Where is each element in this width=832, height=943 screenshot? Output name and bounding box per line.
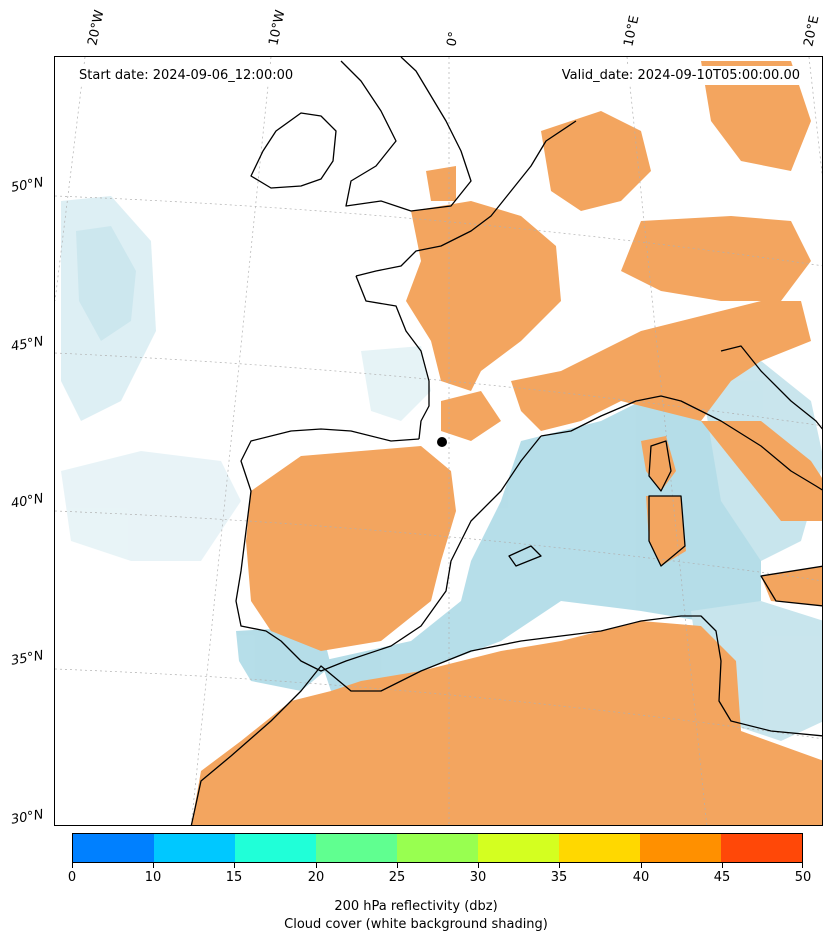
coast-great-britain — [340, 57, 472, 212]
colorbar-tick — [722, 863, 723, 868]
graticule-lat-50 — [55, 195, 822, 267]
colorbar-tick-label: 25 — [388, 870, 406, 885]
lon-label-0: 0° — [444, 30, 463, 48]
coast-corsica — [648, 440, 672, 492]
colorbar-tick-label: 40 — [632, 870, 650, 885]
colorbar-tick — [316, 863, 317, 868]
reflectivity-layer — [191, 61, 822, 825]
colorbar-segment — [73, 834, 154, 862]
colorbar-segment — [721, 834, 802, 862]
coastlines — [190, 57, 822, 825]
coast-med-north — [540, 395, 822, 491]
lon-label-10w: 10°W — [266, 8, 289, 47]
coast-france-north — [355, 120, 577, 277]
colorbar-tick — [559, 863, 560, 868]
field-germany — [541, 111, 651, 211]
colorbar-segment — [559, 834, 640, 862]
graticule-lon-20w — [55, 57, 86, 302]
lon-label-10e: 10°E — [621, 14, 643, 49]
colorbar-tick-label: 45 — [713, 870, 731, 885]
field-north-east — [701, 61, 811, 171]
colorbar-subtitle: Cloud cover (white background shading) — [284, 917, 548, 932]
map-panel[interactable] — [54, 56, 823, 826]
lat-label-30n: 30°N — [9, 807, 45, 828]
colorbar-tick-label: 15 — [225, 870, 243, 885]
colorbar-tick — [234, 863, 235, 868]
graticule-lat-45 — [55, 352, 822, 427]
colorbar-segment — [397, 834, 478, 862]
colorbar-title: 200 hPa reflectivity (dbz) — [334, 899, 498, 914]
field-italy — [701, 421, 822, 521]
colorbar-segment — [235, 834, 316, 862]
colorbar-segment — [640, 834, 721, 862]
graticule — [55, 57, 822, 825]
graticule-lat-40 — [55, 510, 822, 582]
coast-sicily — [760, 565, 822, 607]
lat-label-35n: 35°N — [9, 648, 45, 669]
graticule-lon-10e — [626, 57, 708, 825]
field-uk-east — [426, 166, 456, 201]
field-france-south — [441, 391, 501, 441]
colorbar-tick — [641, 863, 642, 868]
colorbar-tick — [153, 863, 154, 868]
field-sicily — [761, 566, 822, 606]
colorbar-segment — [478, 834, 559, 862]
lat-label-40n: 40°N — [9, 491, 45, 512]
graticule-lat-35 — [55, 668, 822, 740]
colorbar-tick-label: 20 — [307, 870, 325, 885]
field-france — [406, 201, 561, 391]
coast-iberia — [235, 428, 542, 672]
colorbar-tick-label: 35 — [550, 870, 568, 885]
graticule-lon-10w — [190, 57, 272, 825]
colorbar-tick — [72, 863, 73, 868]
coast-sardinia — [648, 495, 686, 567]
lat-label-50n: 50°N — [9, 175, 45, 196]
coast-balearics — [508, 545, 542, 567]
colorbar-tick-label: 30 — [469, 870, 487, 885]
lat-label-45n: 45°N — [9, 334, 45, 355]
map-canvas — [55, 57, 822, 825]
coast-italy-adriatic — [720, 345, 822, 430]
field-iberia — [246, 446, 456, 651]
coast-north-africa — [190, 615, 822, 825]
graticule-lon-20e — [808, 57, 822, 177]
colorbar-segment — [154, 834, 235, 862]
location-marker — [437, 437, 447, 447]
colorbar-segment — [316, 834, 397, 862]
field-sahara — [191, 621, 822, 825]
lon-label-20e: 20°E — [801, 14, 823, 49]
valid-date-label: Valid_date: 2024-09-10T05:00:00.00 — [557, 66, 804, 85]
colorbar-tick-label: 50 — [794, 870, 812, 885]
start-date-label: Start date: 2024-09-06_12:00:00 — [75, 66, 298, 85]
colorbar-tick — [802, 863, 803, 868]
coast-ireland — [250, 112, 337, 189]
colorbar-tick — [478, 863, 479, 868]
coast-biscay — [355, 275, 430, 440]
cloud-biscay — [361, 346, 431, 421]
cloud-west-iberia — [61, 451, 241, 561]
colorbar-tick — [397, 863, 398, 868]
field-central-europe — [621, 216, 811, 301]
colorbar-tick-label: 10 — [144, 870, 162, 885]
colorbar-tick-label: 0 — [67, 870, 77, 885]
field-alps — [511, 301, 811, 431]
cloud-atlantic-core — [76, 226, 136, 341]
lon-label-20w: 20°W — [85, 8, 108, 47]
field-sardinia — [646, 496, 686, 566]
colorbar — [72, 833, 803, 863]
